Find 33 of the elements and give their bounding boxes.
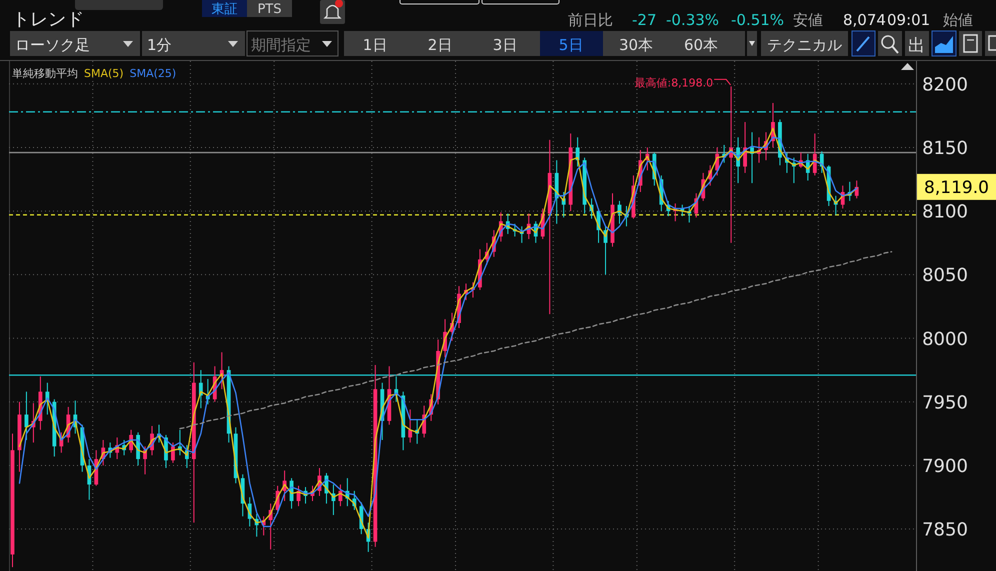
y-tick-label: 8200 [922,74,968,96]
text: 30本 [618,36,654,54]
y-tick-label: 8150 [922,138,968,159]
text: -0.33% [666,11,720,29]
y-tick-label: 7850 [922,520,968,541]
legend: 単純移動平均 SMA(5) SMA(25) [12,67,176,80]
y-tick-label: 7950 [922,392,968,414]
y-tick-label: 8050 [922,265,968,286]
text: 1日 [362,36,388,54]
text: 2日 [428,36,452,54]
chart-title: トレンド [12,9,84,30]
y-tick-label: 8000 [922,328,968,350]
text: -27 [632,11,656,29]
text: 09:01 [887,11,930,29]
y-tick-label: 7900 [922,456,968,477]
text: 始値 [943,11,973,29]
y-tick-label: 8100 [922,202,968,223]
text: 5日 [558,36,584,54]
text: 東証 [212,2,238,17]
text: 3日 [492,36,518,54]
text: 前日比 [568,11,613,29]
text: 期間指定 [251,36,311,54]
text: ローソク足 [15,36,90,54]
text: 8,119.0 [924,178,989,198]
annotation: 最高値:8,198.0 [634,76,714,90]
text: 1分 [147,36,172,54]
text: テクニカル [767,36,842,54]
text: 60本 [684,36,718,54]
text: 安値 [793,11,823,29]
text: 出 [908,36,925,56]
text: -0.51% [731,11,784,29]
text: 8,074 [843,11,886,29]
text: PTS [257,2,282,17]
